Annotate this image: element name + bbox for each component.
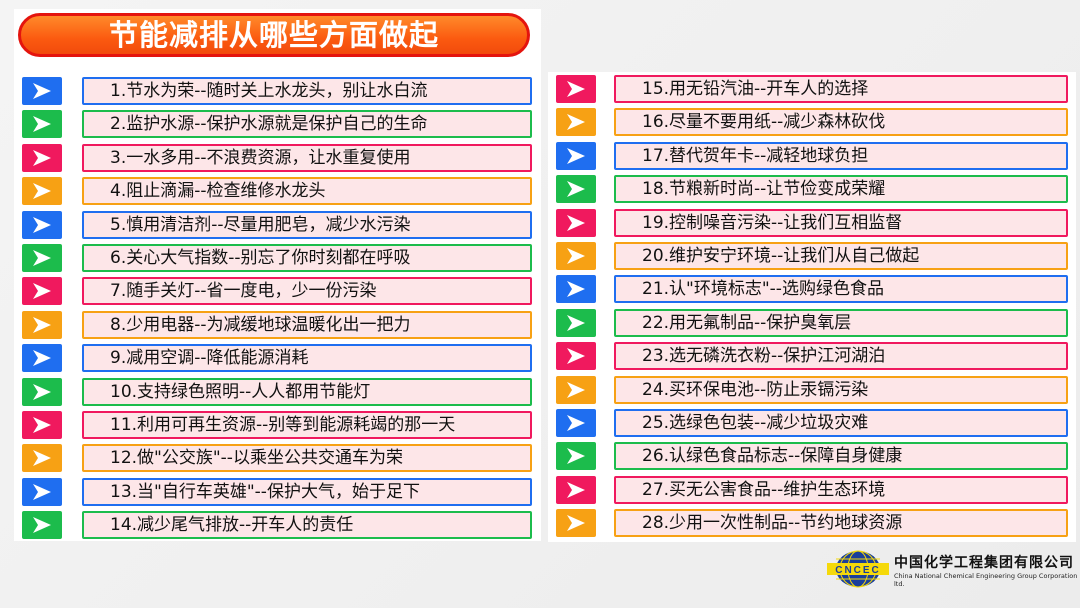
chevron-right-icon [33, 316, 51, 333]
list-item-text: 12.做"公交族"--以乘坐公共交通车为荣 [82, 444, 532, 473]
chevron-right-icon [567, 214, 585, 231]
company-name-cn: 中国化学工程集团有限公司 [894, 555, 1074, 571]
list-item-text: 1.节水为荣--随时关上水龙头，别让水白流 [82, 77, 532, 105]
chevron-right-icon [567, 114, 585, 131]
arrow-badge [22, 310, 62, 339]
arrow-badge [22, 377, 62, 406]
list-item-text: 16.尽量不要用纸--减少森林砍伐 [614, 108, 1068, 137]
logo-mark: CNCEC [835, 565, 881, 576]
chevron-right-icon [567, 314, 585, 331]
chevron-right-icon [33, 383, 51, 400]
chevron-right-icon [567, 448, 585, 465]
chevron-right-icon [567, 147, 585, 164]
chevron-right-icon [33, 350, 51, 367]
list-item-text: 11.利用可再生资源--别等到能源耗竭的那一天 [82, 411, 532, 439]
arrow-badge [22, 210, 62, 239]
list-item-text: 2.监护水源--保护水源就是保护自己的生命 [82, 110, 532, 139]
chevron-right-icon [567, 181, 585, 198]
list-item-text: 8.少用电器--为减缓地球温暖化出一把力 [82, 310, 532, 339]
arrow-badge [556, 108, 596, 137]
chevron-right-icon [567, 481, 585, 498]
chevron-right-icon [567, 415, 585, 431]
list-item-text: 6.关心大气指数--别忘了你时刻都在呼吸 [82, 244, 532, 272]
list-item-text: 7.随手关灯--省一度电，少一份污染 [82, 277, 532, 306]
list-item-text: 15.用无铅汽油--开车人的选择 [614, 75, 1068, 103]
list-item-text: 26.认绿色食品标志--保障自身健康 [614, 442, 1068, 471]
arrow-badge [556, 275, 596, 304]
chevron-right-icon [567, 281, 585, 298]
arrow-badge [22, 110, 62, 139]
arrow-badge [556, 375, 596, 404]
arrow-badge [22, 411, 62, 439]
list-item-text: 13.当"自行车英雄"--保护大气，始于足下 [82, 477, 532, 506]
chevron-right-icon [33, 183, 51, 200]
chevron-right-icon [33, 149, 51, 166]
arrow-badge [556, 308, 596, 337]
list-item-text: 22.用无氟制品--保护臭氧层 [614, 308, 1068, 337]
list-item-text: 25.选绿色包装--减少垃圾灾难 [614, 409, 1068, 437]
arrow-badge [22, 244, 62, 272]
list-item-text: 18.节粮新时尚--让节俭变成荣耀 [614, 175, 1068, 204]
list-item-text: 19.控制噪音污染--让我们互相监督 [614, 208, 1068, 237]
chevron-right-icon [33, 450, 51, 467]
arrow-badge [556, 442, 596, 471]
arrow-badge [22, 344, 62, 373]
arrow-badge [556, 208, 596, 237]
arrow-badge [22, 143, 62, 172]
arrow-badge [556, 141, 596, 170]
arrow-badge [556, 175, 596, 204]
list-item-text: 3.一水多用--不浪费资源，让水重复使用 [82, 143, 532, 172]
chevron-right-icon [33, 116, 51, 133]
list-item-text: 21.认"环境标志"--选购绿色食品 [614, 275, 1068, 304]
list-item-text: 23.选无磷洗衣粉--保护江河湖泊 [614, 342, 1068, 371]
arrow-badge [556, 75, 596, 103]
cncec-logo: CNCEC [827, 550, 889, 588]
list-item-text: 14.减少尾气排放--开车人的责任 [82, 511, 532, 540]
chevron-right-icon [33, 250, 51, 266]
list-item-text: 24.买环保电池--防止汞镉污染 [614, 375, 1068, 404]
arrow-badge [22, 277, 62, 306]
arrow-badge [22, 511, 62, 540]
list-item-text: 10.支持绿色照明--人人都用节能灯 [82, 377, 532, 406]
list-item-text: 28.少用一次性制品--节约地球资源 [614, 509, 1068, 538]
chevron-right-icon [33, 83, 51, 99]
list-item-text: 9.减用空调--降低能源消耗 [82, 344, 532, 373]
list-item-text: 17.替代贺年卡--减轻地球负担 [614, 141, 1068, 170]
arrow-badge [22, 77, 62, 105]
arrow-badge [556, 409, 596, 437]
arrow-badge [556, 342, 596, 371]
arrow-badge [22, 177, 62, 206]
list-item-text: 20.维护安宁环境--让我们从自己做起 [614, 242, 1068, 270]
arrow-badge [556, 475, 596, 504]
arrow-badge [556, 509, 596, 538]
chevron-right-icon [567, 81, 585, 97]
company-name-en: China National Chemical Engineering Grou… [894, 572, 1078, 588]
chevron-right-icon [33, 483, 51, 500]
chevron-right-icon [33, 283, 51, 300]
chevron-right-icon [33, 517, 51, 534]
arrow-badge [22, 444, 62, 473]
arrow-badge [22, 477, 62, 506]
chevron-right-icon [567, 348, 585, 365]
list-item-text: 4.阻止滴漏--检查维修水龙头 [82, 177, 532, 206]
chevron-right-icon [567, 381, 585, 398]
list-item-text: 27.买无公害食品--维护生态环境 [614, 475, 1068, 504]
chevron-right-icon [567, 515, 585, 532]
chevron-right-icon [33, 417, 51, 433]
arrow-badge [556, 242, 596, 270]
chevron-right-icon [567, 248, 585, 264]
page-title: 节能减排从哪些方面做起 [18, 13, 530, 57]
list-item-text: 5.慎用清洁剂--尽量用肥皂，减少水污染 [82, 210, 532, 239]
chevron-right-icon [33, 216, 51, 233]
